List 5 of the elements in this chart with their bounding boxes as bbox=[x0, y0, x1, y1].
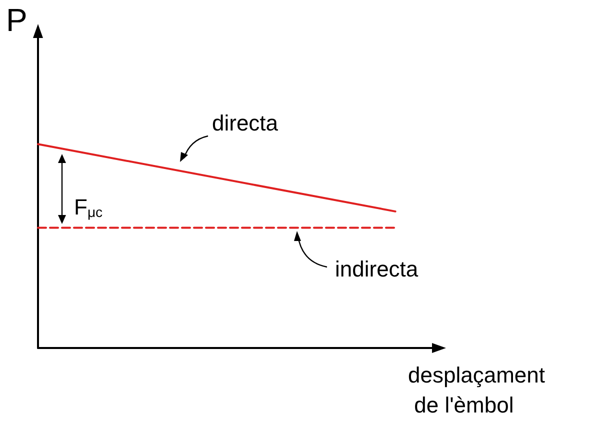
x-axis-title: desplaçament de l'èmbol bbox=[408, 362, 545, 418]
series-label: indirecta bbox=[335, 256, 419, 282]
y-axis-title: P bbox=[6, 2, 28, 38]
series-label: directa bbox=[212, 110, 279, 136]
annotation: Fμc bbox=[74, 194, 103, 220]
